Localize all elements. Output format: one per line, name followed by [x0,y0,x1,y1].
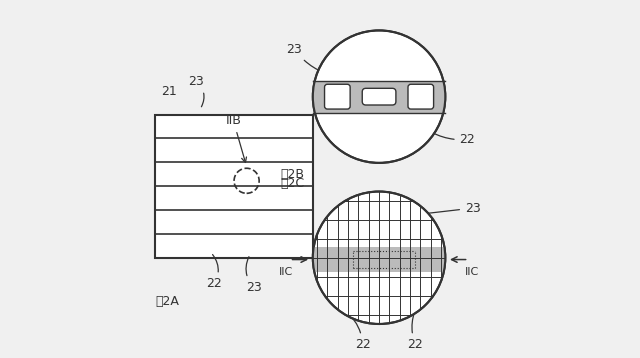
Text: 図2B: 図2B [280,168,305,181]
Text: 23: 23 [286,43,346,77]
Text: 21: 21 [161,85,177,98]
Circle shape [313,192,445,324]
Text: IIC: IIC [465,267,479,277]
FancyBboxPatch shape [324,84,350,109]
Text: 図2A: 図2A [156,295,179,308]
Text: 22: 22 [408,312,424,351]
Bar [313,247,445,272]
Bar [156,115,313,258]
Text: IIB: IIB [225,114,246,163]
Text: 22: 22 [414,118,476,146]
Text: 22: 22 [207,255,222,290]
Circle shape [313,30,445,163]
Text: IIC: IIC [279,267,293,277]
Bar [313,81,445,112]
Text: 23: 23 [189,75,204,107]
Text: 図2C: 図2C [280,177,305,190]
Text: 22: 22 [345,311,371,351]
FancyBboxPatch shape [362,88,396,105]
Text: 23: 23 [419,202,481,214]
FancyBboxPatch shape [408,84,433,109]
Text: 23: 23 [246,257,262,294]
